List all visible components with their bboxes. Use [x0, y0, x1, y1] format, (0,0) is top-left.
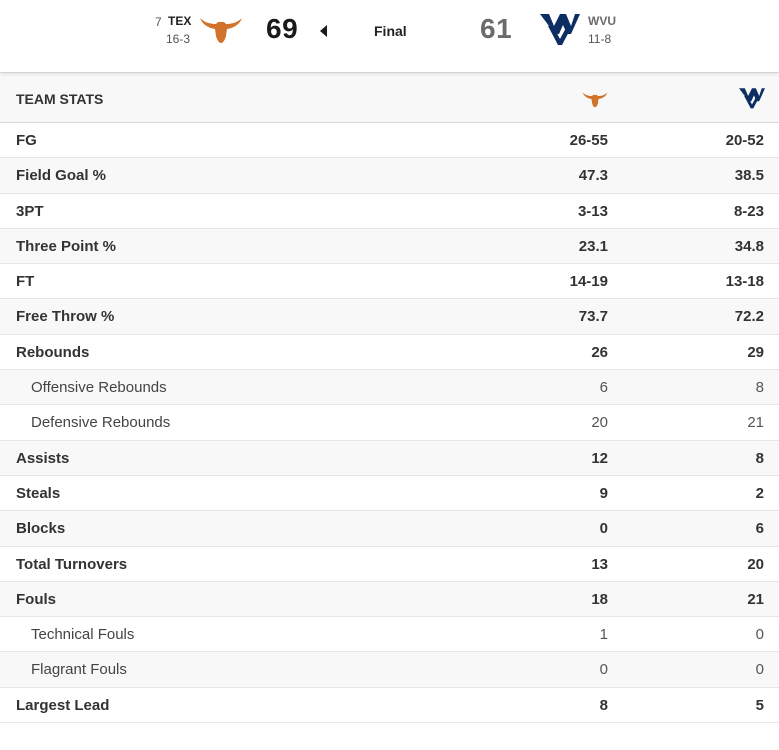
stat-label: Blocks — [16, 520, 66, 538]
away-team-score: 69 — [266, 13, 299, 44]
stat-value-tex: 1 — [599, 626, 608, 644]
stat-label: FG — [16, 132, 37, 149]
stat-label: Field Goal % — [16, 167, 107, 185]
stat-value-tex: 12 — [591, 449, 608, 467]
stat-value-tex: 18 — [591, 590, 608, 608]
table-row: Defensive Rebounds 20 21 — [0, 405, 779, 441]
stat-label: Fouls — [16, 590, 56, 608]
table-row: Three Point % 23.1 34.8 — [0, 228, 779, 265]
away-team-rank: 7 — [155, 15, 162, 29]
stat-value-tex: 13 — [591, 555, 608, 573]
table-row: Technical Fouls 1 0 — [0, 617, 779, 653]
table-row: 3PT 3-13 8-23 — [0, 194, 779, 229]
table-row: Steals 9 2 — [0, 476, 779, 512]
stat-value-wvu: 34.8 — [734, 237, 764, 255]
stat-value-wvu: 13-18 — [725, 273, 764, 291]
team-stats-title: TEAM STATS — [16, 91, 104, 107]
stat-value-tex: 6 — [599, 379, 608, 397]
table-row: Blocks 0 6 — [0, 511, 779, 547]
stat-label: FT — [16, 273, 35, 291]
caret-left-icon — [320, 25, 327, 37]
stat-label: Assists — [16, 449, 70, 467]
home-team-abbr[interactable]: WVU — [588, 14, 616, 28]
home-team-score: 61 — [480, 13, 513, 44]
stat-value-wvu: 21 — [747, 414, 764, 432]
away-team-abbr[interactable]: TEX — [168, 14, 192, 28]
stat-label: Offensive Rebounds — [31, 379, 167, 397]
stat-value-tex: 26-55 — [569, 132, 608, 149]
table-row: Free Throw % 73.7 72.2 — [0, 299, 779, 335]
table-row: Field Goal % 47.3 38.5 — [0, 158, 779, 194]
table-row: FG 26-55 20-52 — [0, 123, 779, 159]
stat-value-tex: 26 — [591, 343, 608, 361]
stat-value-wvu: 8 — [755, 449, 764, 467]
stat-value-wvu: 8 — [755, 379, 764, 397]
stat-value-tex: 0 — [599, 661, 608, 679]
table-row: Total Turnovers 13 20 — [0, 547, 779, 582]
stat-value-tex: 23.1 — [578, 237, 608, 255]
longhorn-icon[interactable] — [199, 14, 243, 44]
stat-label: Technical Fouls — [31, 626, 135, 644]
wvu-flying-wv-icon[interactable] — [540, 12, 580, 46]
stat-value-wvu: 72.2 — [734, 308, 764, 326]
wvu-flying-wv-icon — [739, 88, 765, 109]
stat-value-wvu: 5 — [755, 696, 764, 714]
stat-value-tex: 8 — [599, 696, 608, 714]
stat-label: Free Throw % — [16, 308, 115, 326]
team-stats-header: TEAM STATS — [0, 72, 779, 123]
stat-value-wvu: 0 — [755, 661, 764, 679]
stat-value-wvu: 20-52 — [725, 132, 764, 149]
stat-label: Defensive Rebounds — [31, 414, 171, 432]
stat-label: 3PT — [16, 202, 44, 220]
stat-value-wvu: 2 — [755, 484, 764, 502]
home-team-record: 11-8 — [588, 32, 612, 46]
stat-value-tex: 47.3 — [578, 167, 608, 185]
stat-label: Three Point % — [16, 237, 117, 255]
stat-value-wvu: 0 — [755, 626, 764, 644]
away-team-record: 16-3 — [166, 32, 191, 46]
stat-value-tex: 9 — [599, 484, 608, 502]
stat-value-tex: 73.7 — [578, 308, 608, 326]
longhorn-icon — [582, 92, 608, 108]
table-row: Flagrant Fouls 0 0 — [0, 652, 779, 688]
stat-value-wvu: 38.5 — [734, 167, 764, 185]
team-stats-rows: FG 26-55 20-52 Field Goal % 47.3 38.5 3PT 3-13 8… — [0, 123, 779, 724]
stat-value-tex: 0 — [599, 520, 608, 538]
stat-label: Largest Lead — [16, 696, 110, 714]
table-row: Offensive Rebounds 6 8 — [0, 370, 779, 406]
team-stats-table: TEAM STATS FG 26-55 20-52 Field Goal % 47.3 3… — [0, 72, 779, 724]
stat-label: Rebounds — [16, 343, 90, 361]
stat-value-wvu: 21 — [747, 590, 764, 608]
table-row: Assists 12 8 — [0, 440, 779, 476]
stat-value-tex: 20 — [591, 414, 608, 432]
stat-value-wvu: 29 — [747, 343, 764, 361]
stat-value-tex: 3-13 — [577, 202, 608, 220]
table-row: Rebounds 26 29 — [0, 335, 779, 371]
stat-label: Steals — [16, 484, 61, 502]
stat-value-wvu: 6 — [755, 520, 764, 538]
stat-label: Total Turnovers — [16, 555, 128, 573]
table-row: Fouls 18 21 — [0, 581, 779, 618]
stat-value-wvu: 20 — [747, 555, 764, 573]
stat-label: Flagrant Fouls — [31, 661, 127, 679]
scoreboard: 7 TEX 16-3 69 Final 61 WVU 11-8 — [0, 0, 779, 72]
game-status: Final — [374, 23, 407, 39]
stat-value-wvu: 8-23 — [733, 202, 764, 220]
table-row: FT 14-19 13-18 — [0, 264, 779, 300]
table-row: Largest Lead 8 5 — [0, 688, 779, 724]
stat-value-tex: 14-19 — [569, 273, 608, 291]
